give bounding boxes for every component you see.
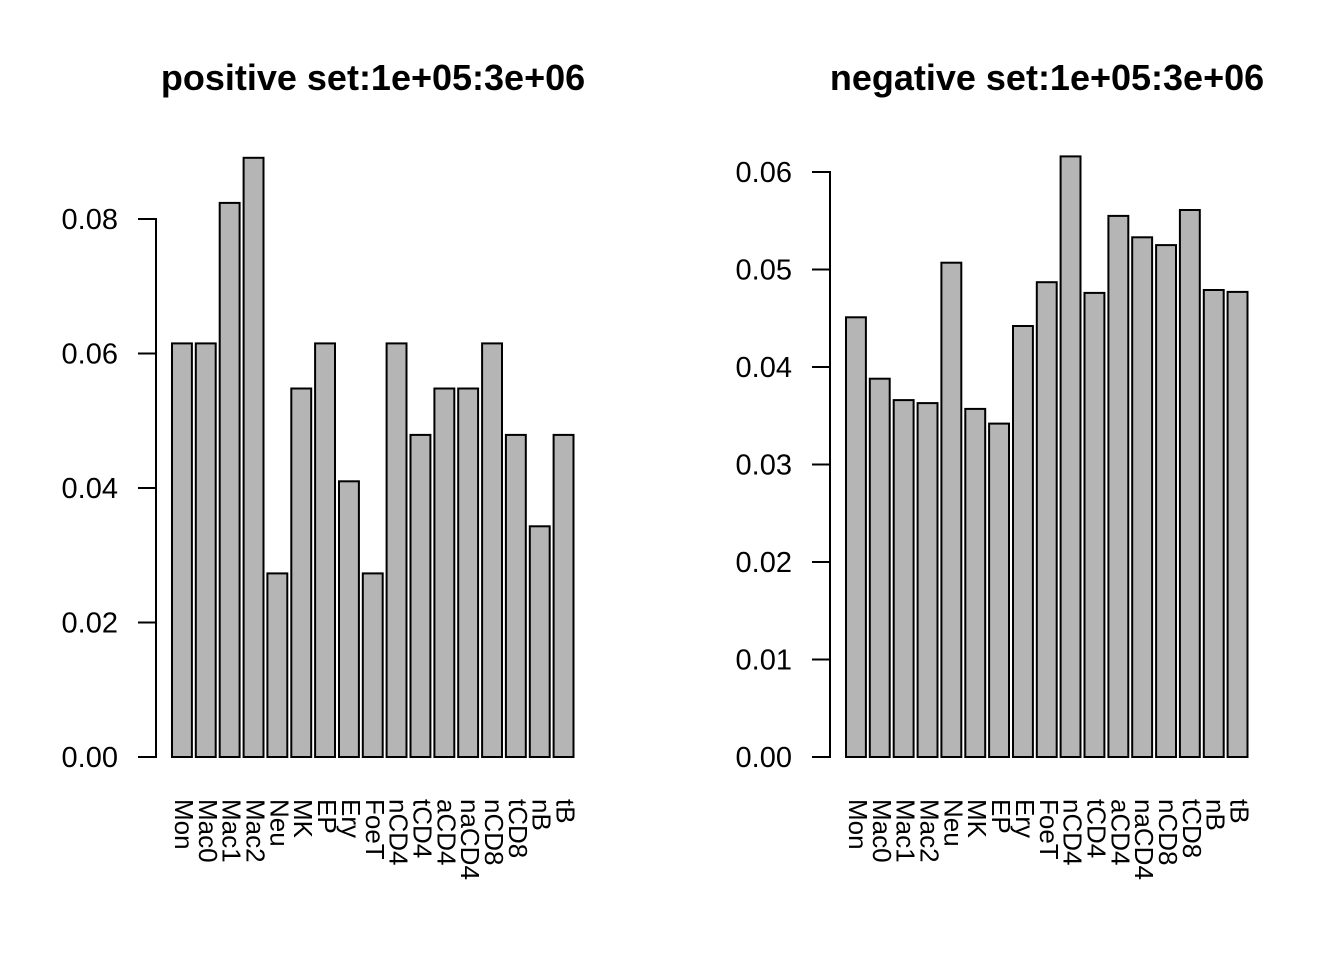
bar-Mac1: [892, 399, 915, 758]
chart-title-negative: negative set:1e+05:3e+06: [829, 57, 1265, 98]
bar-MK: [964, 407, 987, 758]
chart-title-positive: positive set:1e+05:3e+06: [160, 57, 586, 98]
y-tick-label: 0.06: [736, 157, 792, 189]
bar-nB: [528, 525, 551, 758]
y-tick-label: 0.03: [736, 450, 792, 482]
bar-tCD4: [1083, 291, 1106, 758]
x-tick-label: tCD8: [1177, 799, 1207, 858]
bar-nCD8: [1155, 244, 1178, 758]
bar-EP: [988, 422, 1011, 758]
x-tick-label: FoeT: [360, 799, 390, 860]
x-tick-label: nCD4: [384, 799, 414, 865]
x-tick-label: Mac2: [241, 799, 271, 863]
bar-naCD4: [1131, 236, 1154, 759]
bar-Mac2: [242, 156, 265, 759]
barplot-negative: 0.000.010.020.030.040.050.06MonMac0Mac1M…: [736, 155, 1255, 880]
x-tick-label: nCD4: [1058, 799, 1088, 865]
y-tick-label: 0.00: [62, 742, 118, 774]
x-tick-label: Mac0: [193, 799, 223, 863]
bar-aCD4: [433, 387, 456, 758]
bar-MK: [290, 387, 313, 758]
bar-FoeT: [1035, 281, 1058, 758]
bar-Mon: [845, 316, 867, 758]
bar-naCD4: [457, 387, 480, 758]
bar-EP: [314, 342, 337, 758]
barplot-positive: 0.00 0.02 0.04 0.06 0.08 MonMac0Mac1Mac2NeuMK…: [62, 156, 581, 880]
x-tick-label: EP: [986, 799, 1016, 834]
bar-Mac2: [916, 402, 939, 758]
y-tick-label: 0.06: [62, 339, 118, 371]
x-tick-label: nB: [1201, 799, 1231, 831]
y-tick-label: 0.08: [62, 204, 118, 236]
x-tick-label: Mac0: [867, 799, 897, 863]
x-tick-label: Mon: [843, 799, 873, 850]
x-tick-label: Ery: [1010, 799, 1040, 838]
y-tick-label: 0.02: [62, 608, 118, 640]
x-tick-label: naCD4: [1129, 799, 1159, 880]
x-tick-label: Ery: [336, 799, 366, 838]
y-tick-label: 0.04: [736, 352, 792, 384]
bar-Mac0: [868, 377, 891, 758]
bar-Ery: [338, 480, 360, 758]
bar-nCD4: [385, 342, 408, 758]
x-tick-label: tCD4: [1081, 799, 1111, 858]
bar-tCD4: [409, 433, 432, 758]
bar-nCD8: [481, 342, 504, 758]
bar-nB: [1202, 289, 1225, 758]
bar-tB: [552, 433, 575, 758]
x-tick-label: nCD8: [479, 799, 509, 865]
chart-panel-negative: negative set:1e+05:3e+06 0.00 0.01 0.02 0.0…: [674, 0, 1344, 960]
x-tick-label: tCD8: [503, 799, 533, 858]
x-tick-label: Mac1: [891, 799, 921, 863]
bar-Neu: [266, 572, 289, 759]
bar-aCD4: [1107, 214, 1130, 758]
bar-tCD8: [504, 433, 527, 758]
y-tick-label: 0.00: [736, 742, 792, 774]
bar-Mac1: [218, 201, 241, 758]
x-tick-label: tCD4: [407, 799, 437, 858]
x-tick-label: Neu: [264, 799, 294, 847]
x-tick-label: MK: [962, 799, 992, 839]
bar-tB: [1226, 290, 1249, 758]
x-tick-label: FoeT: [1034, 799, 1064, 860]
bar-Mac0: [194, 342, 217, 758]
bar-FoeT: [361, 572, 384, 759]
x-tick-label: nCD8: [1153, 799, 1183, 865]
bar-Ery: [1012, 325, 1034, 758]
bar-nCD4: [1059, 155, 1082, 758]
x-tick-label: EP: [312, 799, 342, 834]
x-tick-label: nB: [527, 799, 557, 831]
x-tick-label: Mon: [169, 799, 199, 850]
y-tick-label: 0.01: [736, 645, 792, 677]
bar-Neu: [940, 261, 963, 758]
bar-Mon: [171, 342, 193, 758]
x-tick-label: tB: [1225, 799, 1255, 824]
x-tick-label: Neu: [938, 799, 968, 847]
chart-panel-positive: positive set:1e+05:3e+06 0.00 0.02 0.04 0.0…: [62, 57, 586, 880]
y-tick-label: 0.02: [736, 547, 792, 579]
x-tick-label: tB: [551, 799, 581, 824]
x-tick-label: aCD4: [1105, 799, 1135, 865]
x-tick-label: aCD4: [431, 799, 461, 865]
y-tick-label: 0.04: [62, 473, 118, 505]
x-tick-label: naCD4: [455, 799, 485, 880]
bar-tCD8: [1178, 209, 1201, 758]
y-tick-label: 0.05: [736, 255, 792, 287]
x-tick-label: Mac1: [217, 799, 247, 863]
x-tick-label: Mac2: [915, 799, 945, 863]
x-tick-label: MK: [288, 799, 318, 839]
